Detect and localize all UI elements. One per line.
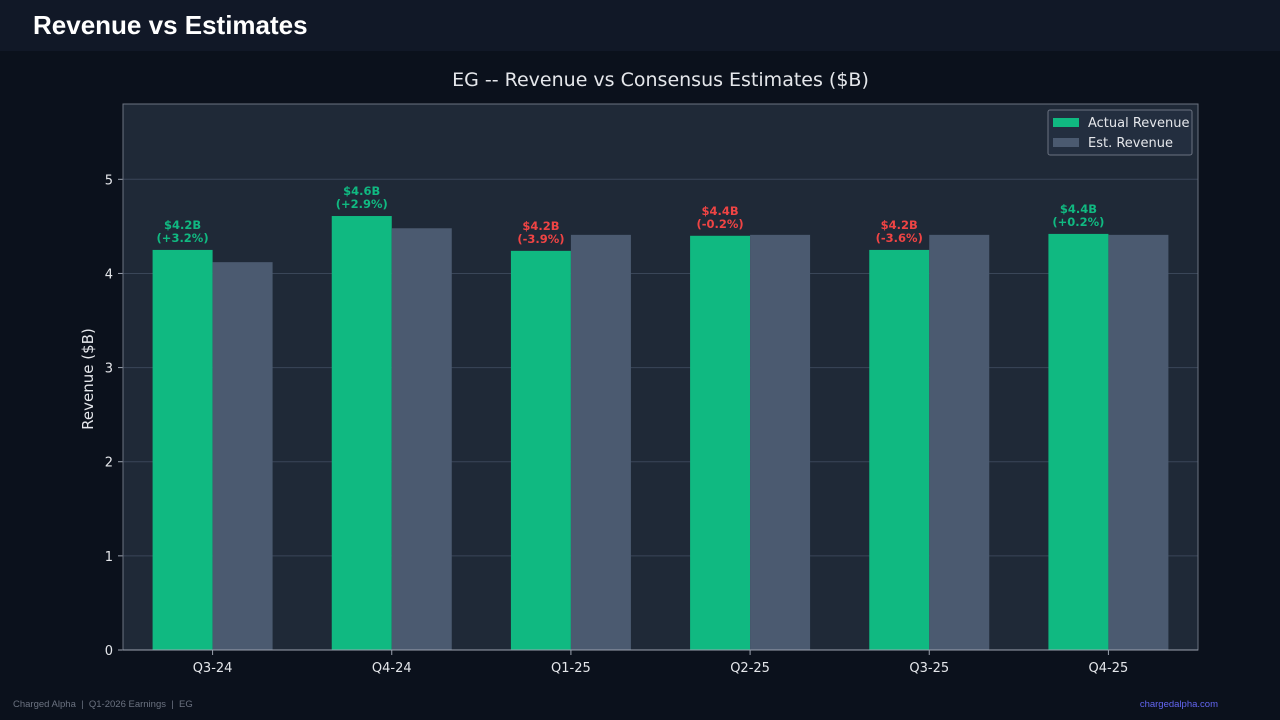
header-bar: Revenue vs Estimates	[0, 0, 1280, 51]
page-title: Revenue vs Estimates	[33, 10, 308, 40]
footer-left-text: Charged Alpha | Q1-2026 Earnings | EG	[13, 699, 193, 710]
footer-link[interactable]: chargedalpha.com	[1139, 699, 1218, 710]
chart-container	[0, 51, 1280, 691]
